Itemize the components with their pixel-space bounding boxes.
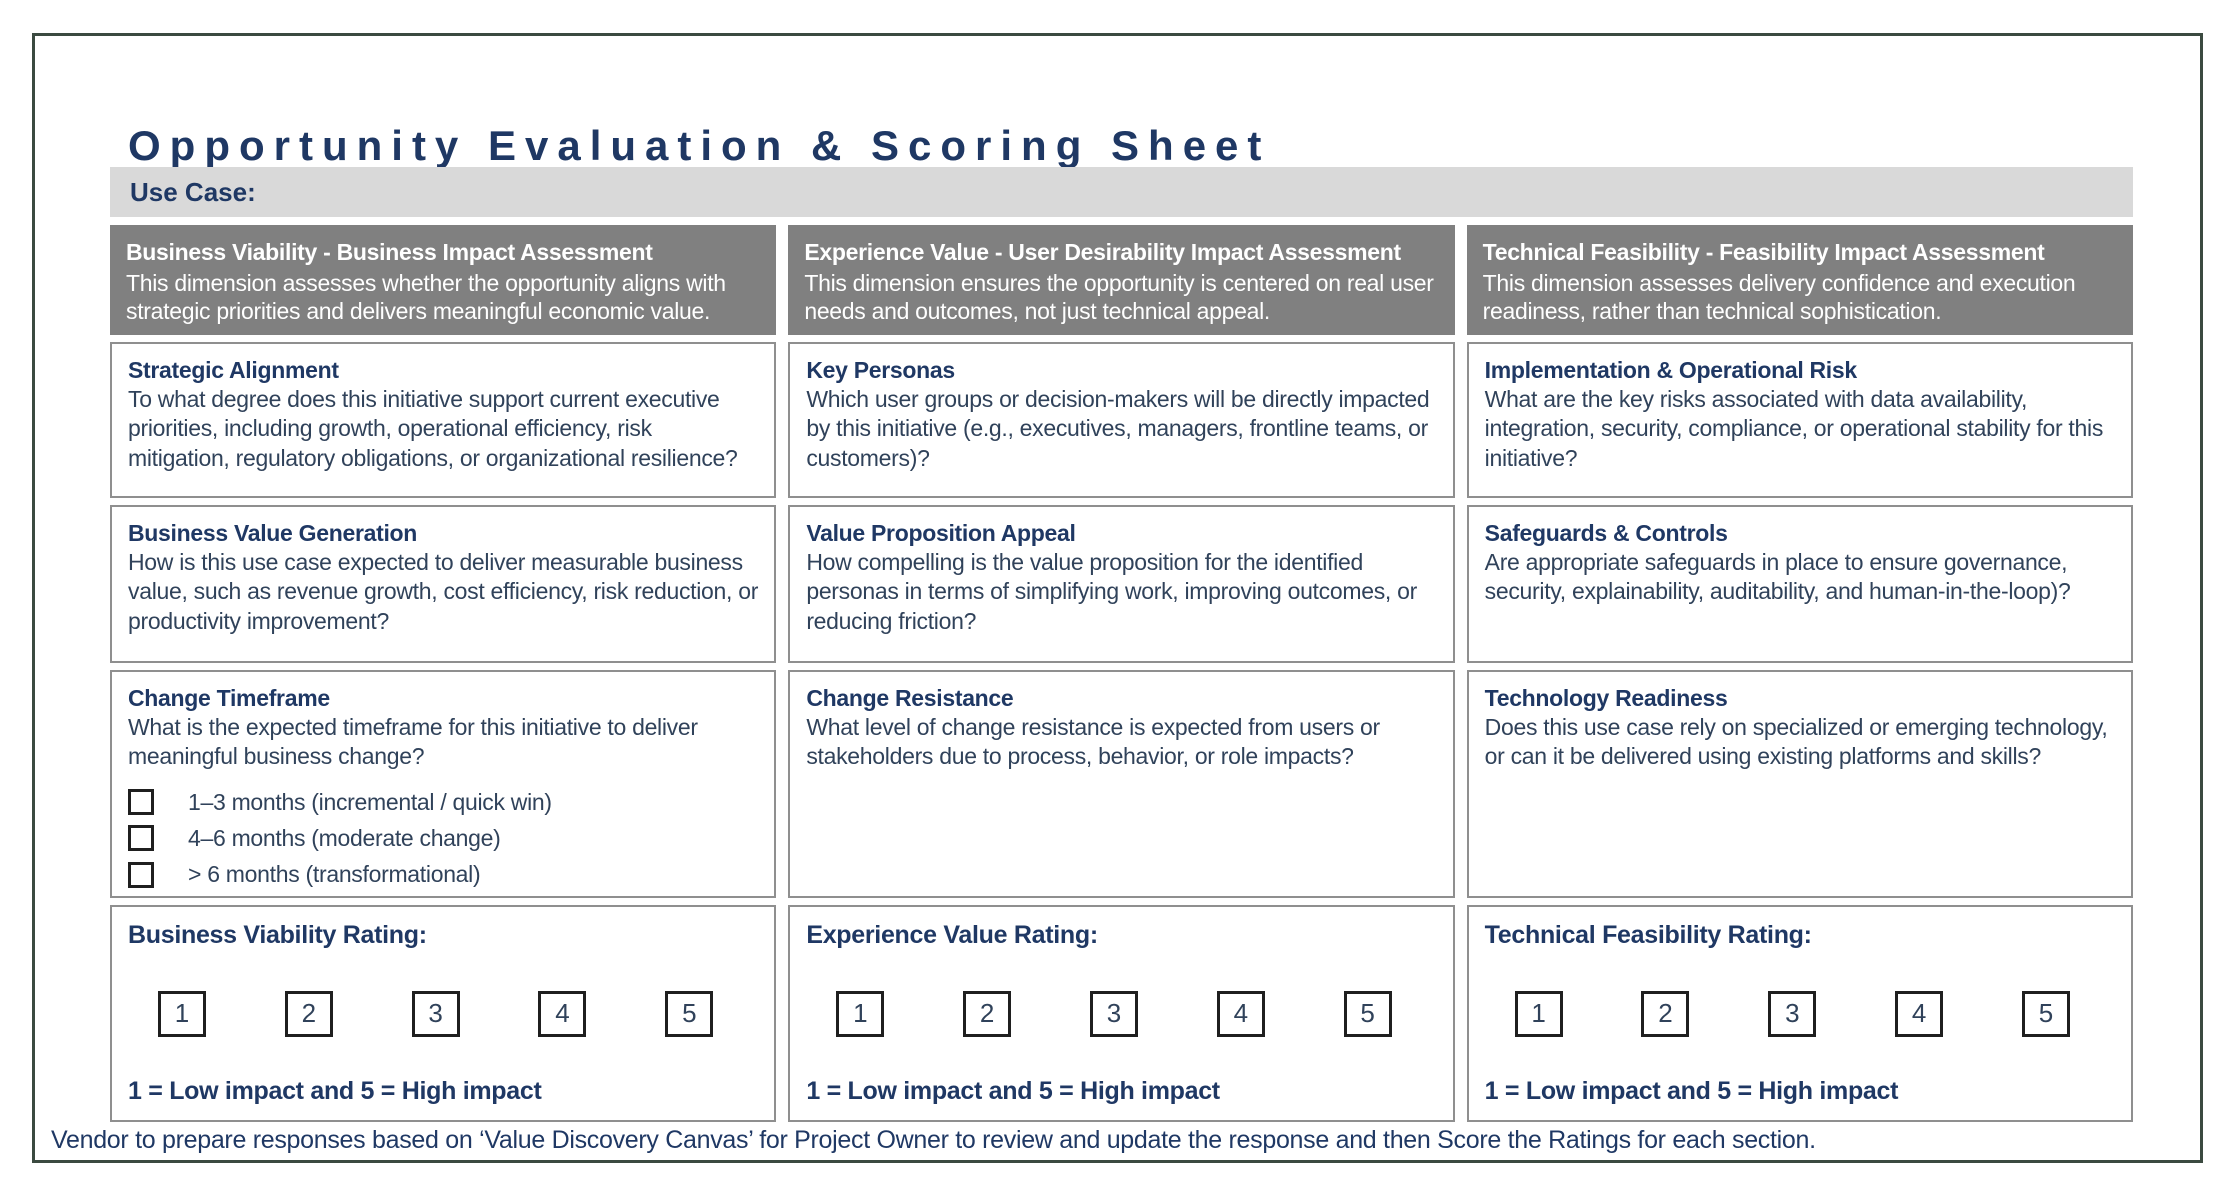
section-title: Strategic Alignment (128, 357, 339, 383)
rating-box-2[interactable]: 2 (284, 990, 333, 1037)
use-case-bar: Use Case: (110, 167, 2133, 217)
rating-cell-technical-feasibility: Technical Feasibility Rating: 1 2 3 4 5 … (1466, 905, 2133, 1122)
section-question: Does this use case rely on specialized o… (1484, 714, 2108, 770)
rating-legend: 1 = Low impact and 5 = High impact (1484, 1077, 1899, 1105)
checkbox-row: 4–6 months (moderate change) (128, 824, 758, 853)
section-cell-value-proposition-appeal[interactable]: Value Proposition Appeal How compelling … (788, 505, 1455, 663)
section-question: What are the key risks associated with d… (1484, 386, 2104, 471)
rating-box-5[interactable]: 5 (1343, 990, 1392, 1037)
column-header-experience-value: Experience Value - User Desirability Imp… (788, 225, 1455, 335)
sheet-frame: Opportunity Evaluation & Scoring Sheet U… (32, 33, 2203, 1163)
checkbox-label: > 6 months (transformational) (188, 861, 481, 888)
rating-box-3[interactable]: 3 (1768, 990, 1817, 1037)
rating-cell-business-viability: Business Viability Rating: 1 2 3 4 5 1 =… (110, 905, 777, 1122)
column-header-title: Technical Feasibility - Feasibility Impa… (1482, 239, 2045, 265)
assessment-grid: Business Viability - Business Impact Ass… (110, 225, 2133, 1122)
rating-label: Technical Feasibility Rating: (1484, 921, 1812, 949)
rating-box-5[interactable]: 5 (2021, 990, 2070, 1037)
rating-box-2[interactable]: 2 (1641, 990, 1690, 1037)
rating-box-3[interactable]: 3 (411, 990, 460, 1037)
page-title: Opportunity Evaluation & Scoring Sheet (128, 122, 1271, 170)
section-cell-key-personas[interactable]: Key Personas Which user groups or decisi… (788, 342, 1455, 498)
rating-label: Experience Value Rating: (806, 921, 1098, 949)
section-title: Business Value Generation (128, 520, 418, 546)
column-header-title: Experience Value - User Desirability Imp… (804, 239, 1401, 265)
rating-box-5[interactable]: 5 (665, 990, 714, 1037)
section-title: Safeguards & Controls (1484, 520, 1728, 546)
rating-scale: 1 2 3 4 5 (806, 990, 1436, 1037)
rating-cell-experience-value: Experience Value Rating: 1 2 3 4 5 1 = L… (788, 905, 1455, 1122)
section-cell-strategic-alignment[interactable]: Strategic Alignment To what degree does … (110, 342, 777, 498)
rating-scale: 1 2 3 4 5 (128, 990, 758, 1037)
section-title: Change Timeframe (128, 685, 330, 711)
footer-instruction: Vendor to prepare responses based on ‘Va… (51, 1126, 1816, 1154)
section-cell-business-value-generation[interactable]: Business Value Generation How is this us… (110, 505, 777, 663)
scoring-sheet: Use Case: Business Viability - Business … (110, 167, 2133, 1122)
rating-box-1[interactable]: 1 (158, 990, 206, 1037)
rating-box-1[interactable]: 1 (836, 990, 885, 1037)
column-header-description: This dimension assesses whether the oppo… (126, 269, 726, 325)
column-header-title: Business Viability - Business Impact Ass… (126, 239, 653, 265)
section-question: What level of change resistance is expec… (806, 714, 1380, 770)
checkbox-label: 1–3 months (incremental / quick win) (188, 788, 552, 815)
checkbox-row: 1–3 months (incremental / quick win) (128, 788, 758, 817)
rating-box-4[interactable]: 4 (1895, 990, 1944, 1037)
section-cell-technology-readiness[interactable]: Technology Readiness Does this use case … (1466, 670, 2133, 898)
section-title: Key Personas (806, 357, 955, 383)
timeframe-checkbox-1-3-months[interactable] (128, 789, 154, 816)
use-case-label: Use Case: (130, 176, 256, 207)
section-cell-change-timeframe[interactable]: Change Timeframe What is the expected ti… (110, 670, 777, 898)
rating-label: Business Viability Rating: (128, 921, 427, 949)
column-header-technical-feasibility: Technical Feasibility - Feasibility Impa… (1466, 225, 2133, 335)
section-cell-implementation-operational-risk[interactable]: Implementation & Operational Risk What a… (1466, 342, 2133, 498)
section-question: To what degree does this initiative supp… (128, 386, 738, 471)
section-title: Change Resistance (806, 685, 1014, 711)
section-question: How is this use case expected to deliver… (128, 549, 759, 634)
section-question: Which user groups or decision-makers wil… (806, 386, 1430, 471)
timeframe-checkbox-list: 1–3 months (incremental / quick win) 4–6… (128, 788, 758, 890)
section-cell-change-resistance[interactable]: Change Resistance What level of change r… (788, 670, 1455, 898)
rating-scale: 1 2 3 4 5 (1485, 990, 2115, 1037)
rating-box-1[interactable]: 1 (1514, 990, 1563, 1037)
column-header-business-viability: Business Viability - Business Impact Ass… (110, 225, 777, 335)
section-cell-safeguards-controls[interactable]: Safeguards & Controls Are appropriate sa… (1466, 505, 2133, 663)
section-title: Value Proposition Appeal (806, 520, 1076, 546)
timeframe-checkbox-4-6-months[interactable] (128, 825, 154, 852)
section-question: How compelling is the value proposition … (806, 549, 1417, 634)
section-title: Implementation & Operational Risk (1484, 357, 1858, 383)
rating-box-4[interactable]: 4 (538, 990, 587, 1037)
column-header-description: This dimension ensures the opportunity i… (804, 269, 1434, 325)
rating-legend: 1 = Low impact and 5 = High impact (128, 1077, 542, 1105)
section-question: Are appropriate safeguards in place to e… (1484, 549, 2071, 605)
checkbox-row: > 6 months (transformational) (128, 860, 758, 889)
checkbox-label: 4–6 months (moderate change) (188, 824, 501, 851)
rating-box-2[interactable]: 2 (963, 990, 1012, 1037)
column-header-description: This dimension assesses delivery confide… (1482, 269, 2076, 325)
rating-box-3[interactable]: 3 (1089, 990, 1138, 1037)
use-case-input-area[interactable] (256, 167, 2133, 217)
section-title: Technology Readiness (1484, 685, 1728, 711)
rating-legend: 1 = Low impact and 5 = High impact (806, 1077, 1220, 1105)
rating-box-4[interactable]: 4 (1216, 990, 1265, 1037)
section-question: What is the expected timeframe for this … (128, 714, 698, 770)
timeframe-checkbox-over-6-months[interactable] (128, 861, 154, 888)
